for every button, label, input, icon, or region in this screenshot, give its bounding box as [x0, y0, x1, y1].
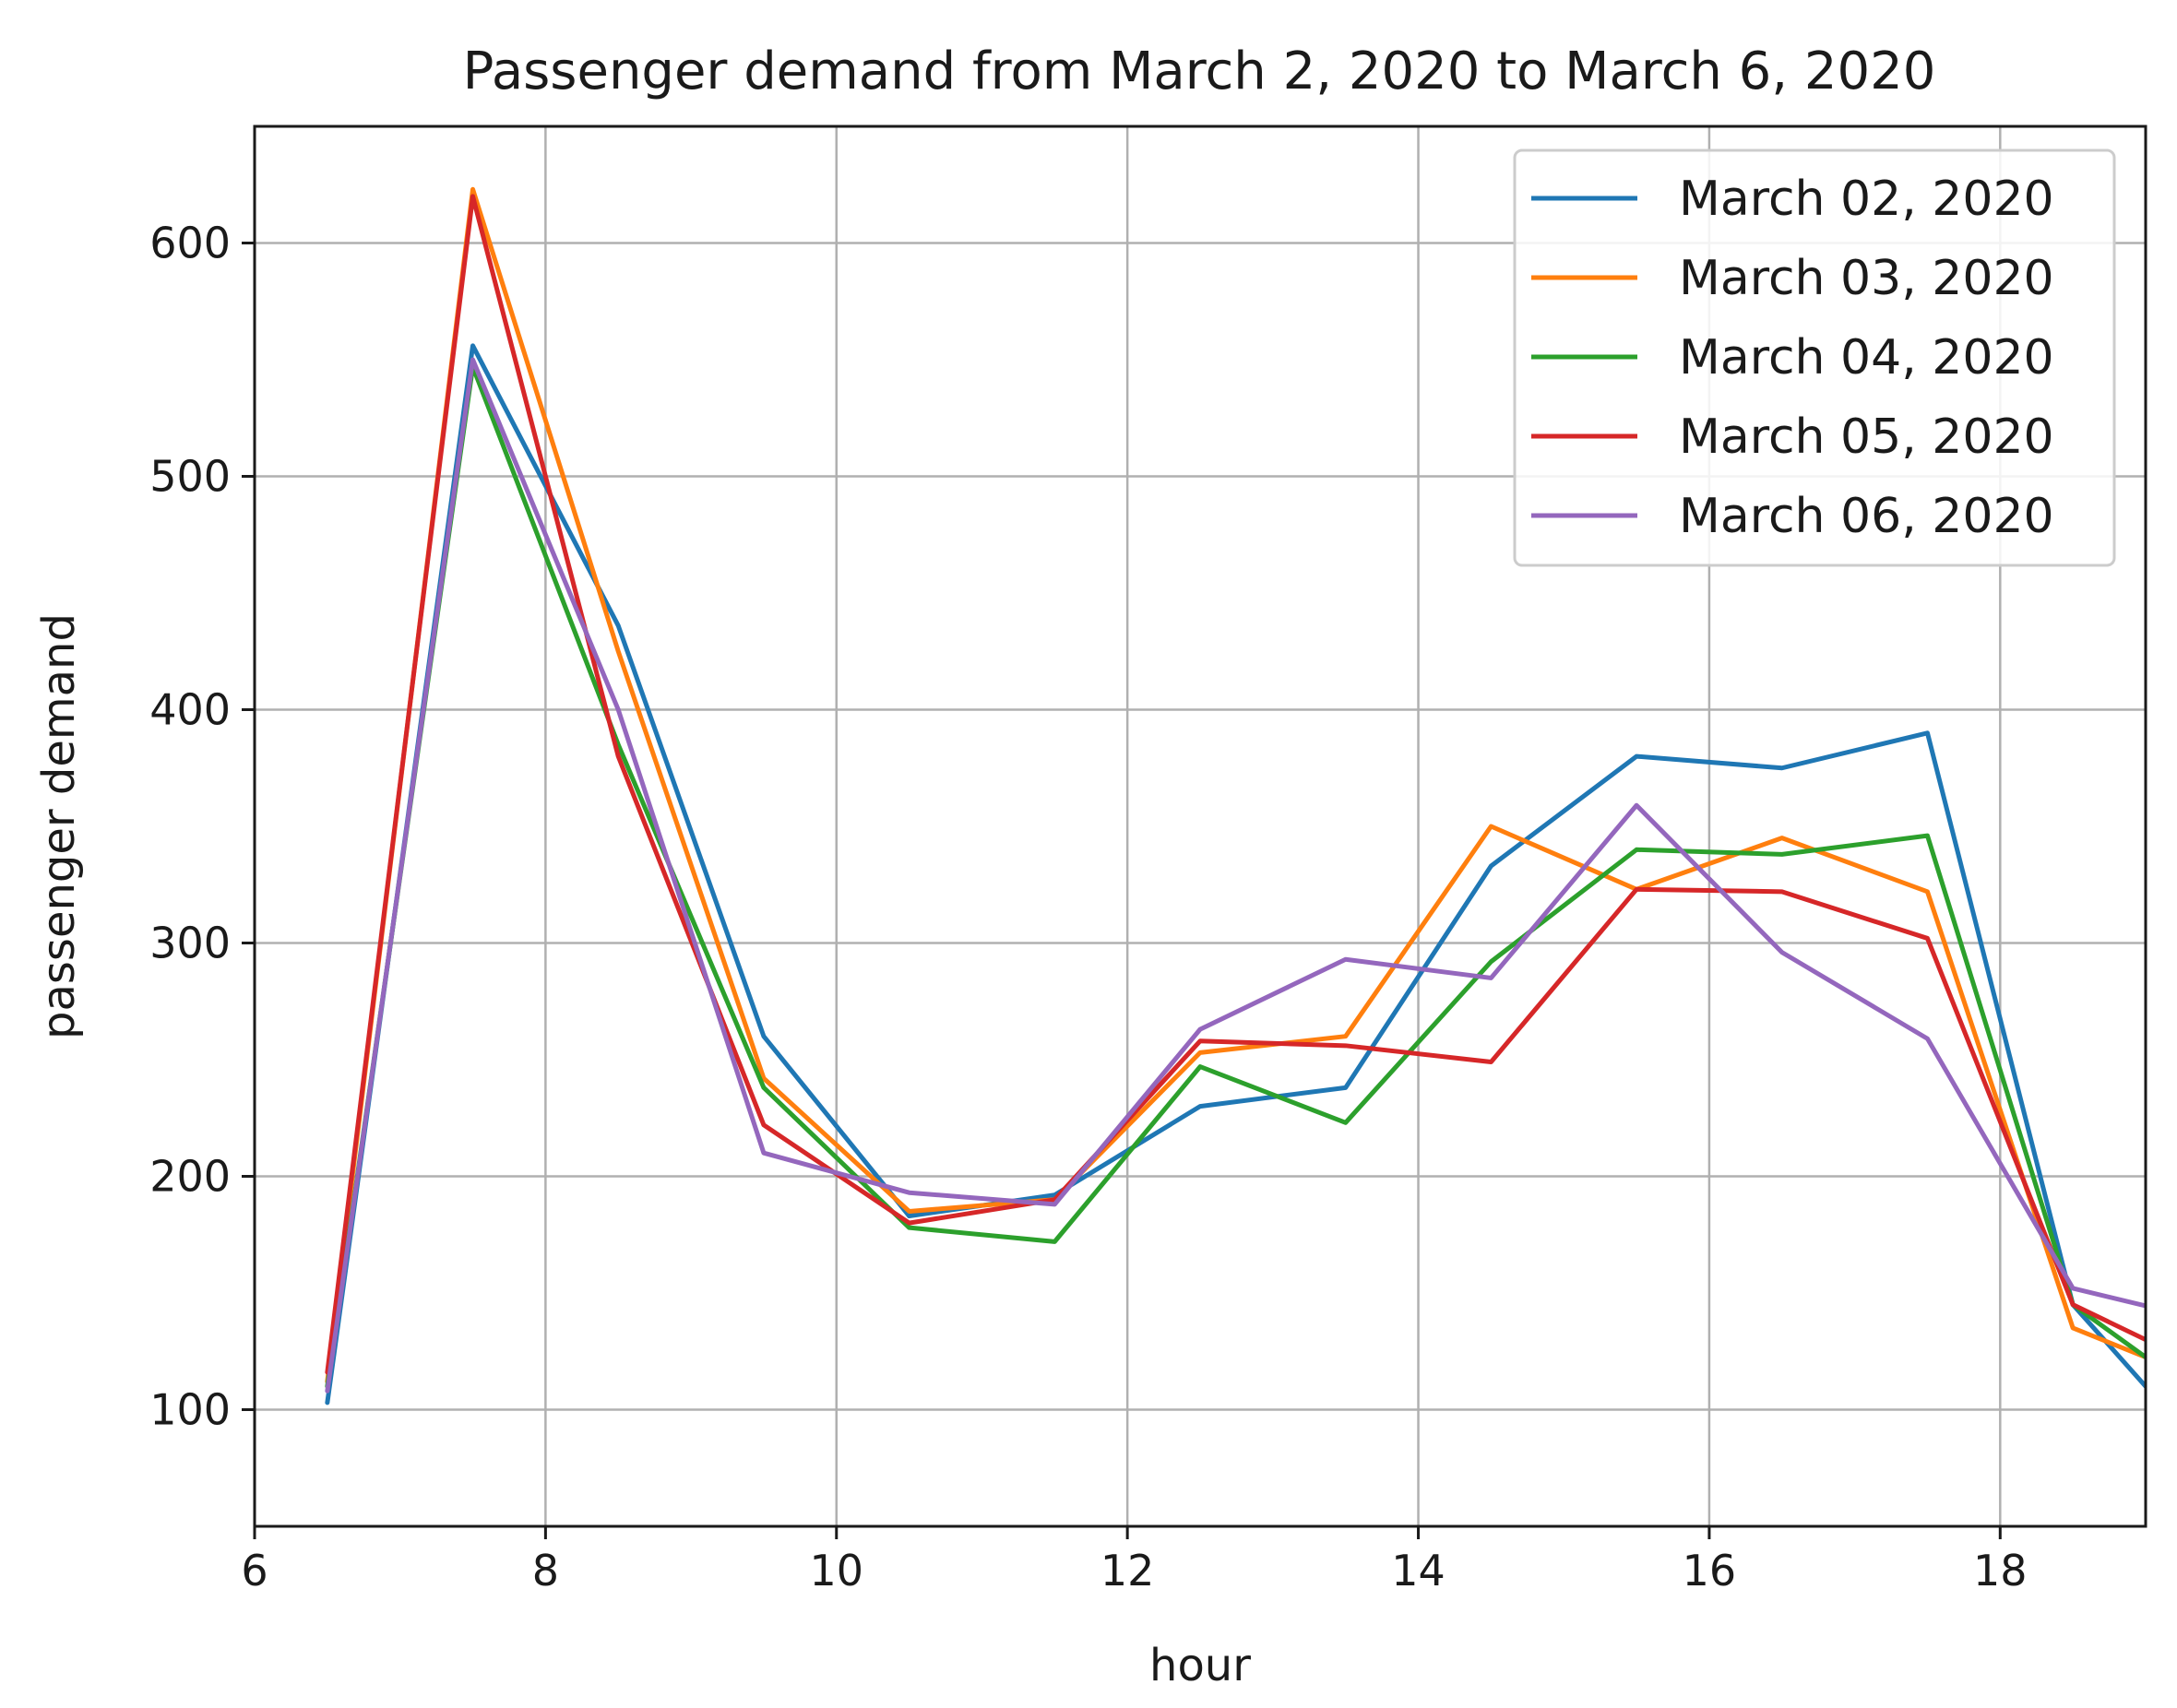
y-tick-label: 200 — [149, 1152, 231, 1202]
series-line-3 — [325, 364, 2146, 1389]
x-axis-title: hour — [1149, 1640, 1251, 1691]
y-axis: 100 200 300 400 500 600 — [149, 219, 255, 1435]
chart-title: Passenger demand from March 2, 2020 to M… — [463, 42, 1936, 101]
y-tick-label: 400 — [149, 685, 231, 735]
legend-label: March 04, 2020 — [1679, 330, 2054, 385]
x-tick-label: 10 — [809, 1546, 863, 1595]
x-tick-label: 16 — [1683, 1546, 1737, 1595]
plot-frame — [253, 125, 2147, 1528]
series-line-5 — [325, 357, 2146, 1394]
legend-label: March 03, 2020 — [1679, 251, 2054, 306]
y-axis-title: passenger demand — [33, 613, 85, 1039]
series-lines — [325, 186, 2146, 1406]
x-tick-label: 12 — [1100, 1546, 1155, 1595]
grid — [253, 126, 2146, 1526]
x-tick-label: 18 — [1973, 1546, 2028, 1595]
x-tick-label: 14 — [1391, 1546, 1445, 1595]
legend-label: March 05, 2020 — [1679, 409, 2054, 465]
x-tick-label: 8 — [532, 1546, 559, 1595]
legend-label: March 02, 2020 — [1679, 172, 2054, 227]
series-line-4 — [325, 194, 2146, 1375]
x-axis: 6 8 10 12 14 16 18 — [241, 1526, 2028, 1595]
legend-label: March 06, 2020 — [1679, 489, 2054, 544]
y-tick-label: 600 — [149, 219, 231, 268]
legend: March 02, 2020 March 03, 2020 March 04, 20… — [1513, 148, 2116, 567]
y-tick-label: 100 — [149, 1385, 231, 1435]
y-tick-label: 500 — [149, 452, 231, 502]
x-tick-label: 6 — [241, 1546, 268, 1595]
y-tick-label: 300 — [149, 919, 231, 968]
legend-box — [1513, 148, 2116, 567]
